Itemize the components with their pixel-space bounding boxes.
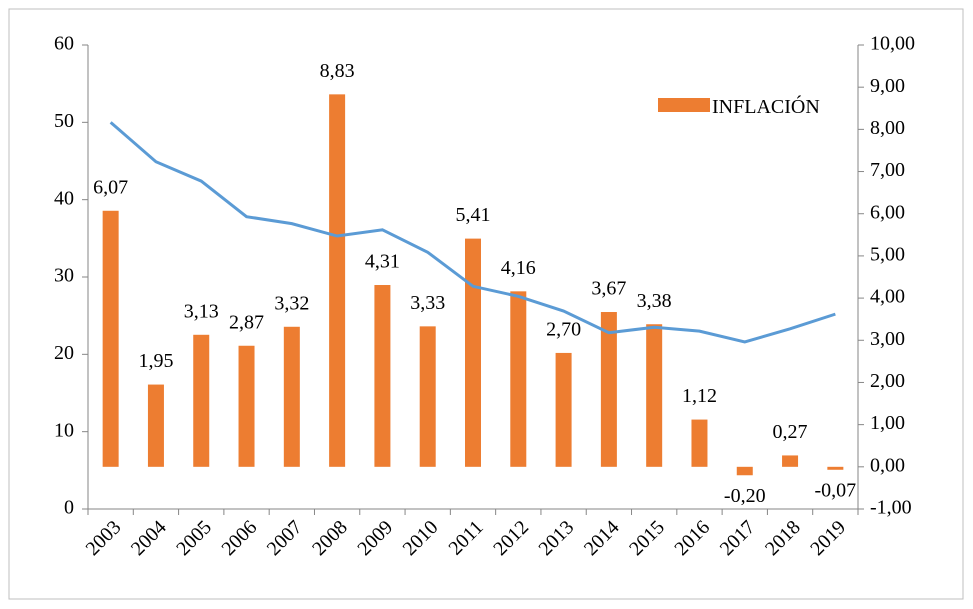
bar [238, 345, 255, 467]
data-label: 1,12 [682, 385, 717, 407]
bar [827, 466, 844, 470]
bar [691, 419, 708, 467]
bar [419, 326, 436, 467]
bar [374, 285, 391, 467]
chart-border [8, 8, 964, 600]
data-label: 2,70 [546, 319, 581, 341]
y2-tick-label: 4,00 [870, 286, 905, 308]
bar [193, 334, 210, 467]
bar [555, 352, 572, 467]
y2-tick-label: 8,00 [870, 117, 905, 139]
y-tick-label: 30 [54, 265, 74, 287]
y-tick-label: 0 [64, 497, 74, 519]
data-label: 8,83 [320, 60, 355, 82]
legend-label: INFLACIÓN [712, 96, 820, 118]
data-label: 1,95 [138, 350, 173, 372]
bar [600, 312, 617, 467]
y-tick-label: 20 [54, 342, 74, 364]
y2-tick-label: 10,00 [870, 33, 915, 55]
data-label: 3,38 [637, 290, 672, 312]
y2-tick-label: 3,00 [870, 328, 905, 350]
y-tick-label: 40 [54, 187, 74, 209]
data-label: 2,87 [229, 311, 264, 333]
data-label: 4,31 [365, 251, 400, 273]
y-tick-label: 10 [54, 419, 74, 441]
bar [102, 210, 119, 467]
y-tick-label: 60 [54, 33, 74, 55]
data-label: 3,33 [410, 292, 445, 314]
data-label: -0,20 [724, 485, 766, 507]
data-label: -0,07 [815, 479, 857, 501]
y-tick-label: 50 [54, 110, 74, 132]
data-label: 0,27 [773, 421, 808, 443]
y2-tick-label: 6,00 [870, 201, 905, 223]
bar [736, 466, 753, 476]
bar [283, 326, 300, 467]
data-label: 4,16 [501, 257, 536, 279]
bar [147, 384, 164, 467]
y2-tick-label: 7,00 [870, 159, 905, 181]
legend-swatch [658, 98, 710, 112]
y2-tick-label: 0,00 [870, 454, 905, 476]
data-label: 6,07 [93, 176, 128, 198]
y2-tick-label: 5,00 [870, 244, 905, 266]
y2-tick-label: 1,00 [870, 412, 905, 434]
y2-tick-label: 9,00 [870, 75, 905, 97]
bar [329, 94, 346, 467]
bar [510, 291, 527, 467]
data-label: 5,41 [456, 204, 491, 226]
data-label: 3,67 [591, 278, 626, 300]
data-label: 3,13 [184, 300, 219, 322]
line [109, 121, 836, 344]
data-label: 3,32 [274, 292, 309, 314]
y2-tick-label: 2,00 [870, 370, 905, 392]
bar [465, 238, 481, 467]
bar [782, 455, 799, 467]
y2-tick-label: -1,00 [870, 497, 912, 519]
bar [646, 324, 663, 467]
